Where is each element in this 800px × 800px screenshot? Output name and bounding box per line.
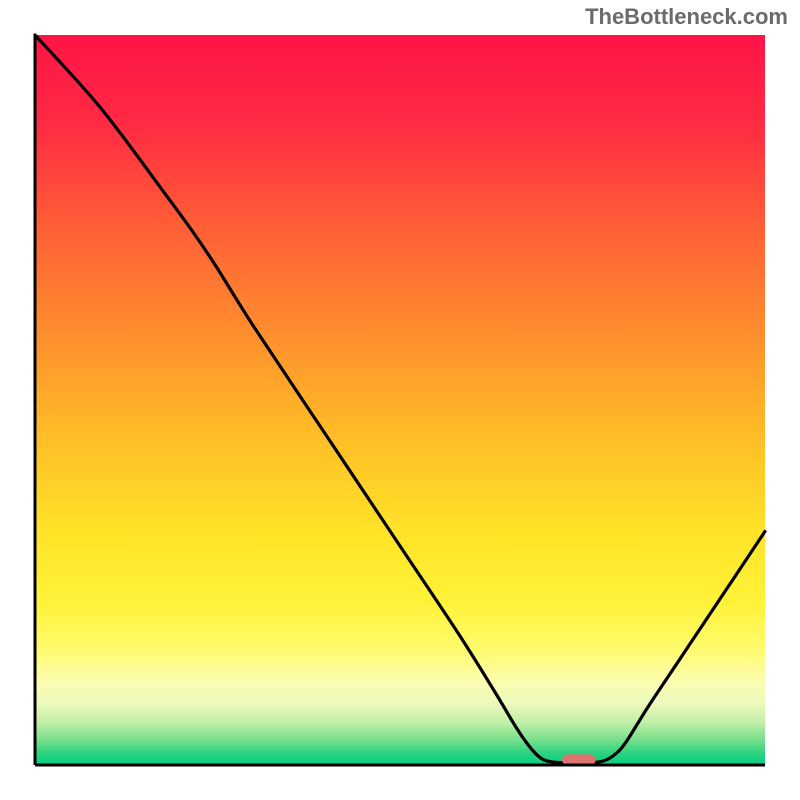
chart-container: TheBottleneck.com	[0, 0, 800, 800]
bottleneck-chart	[0, 0, 800, 800]
plot-background	[35, 35, 765, 765]
watermark-text: TheBottleneck.com	[585, 4, 788, 30]
